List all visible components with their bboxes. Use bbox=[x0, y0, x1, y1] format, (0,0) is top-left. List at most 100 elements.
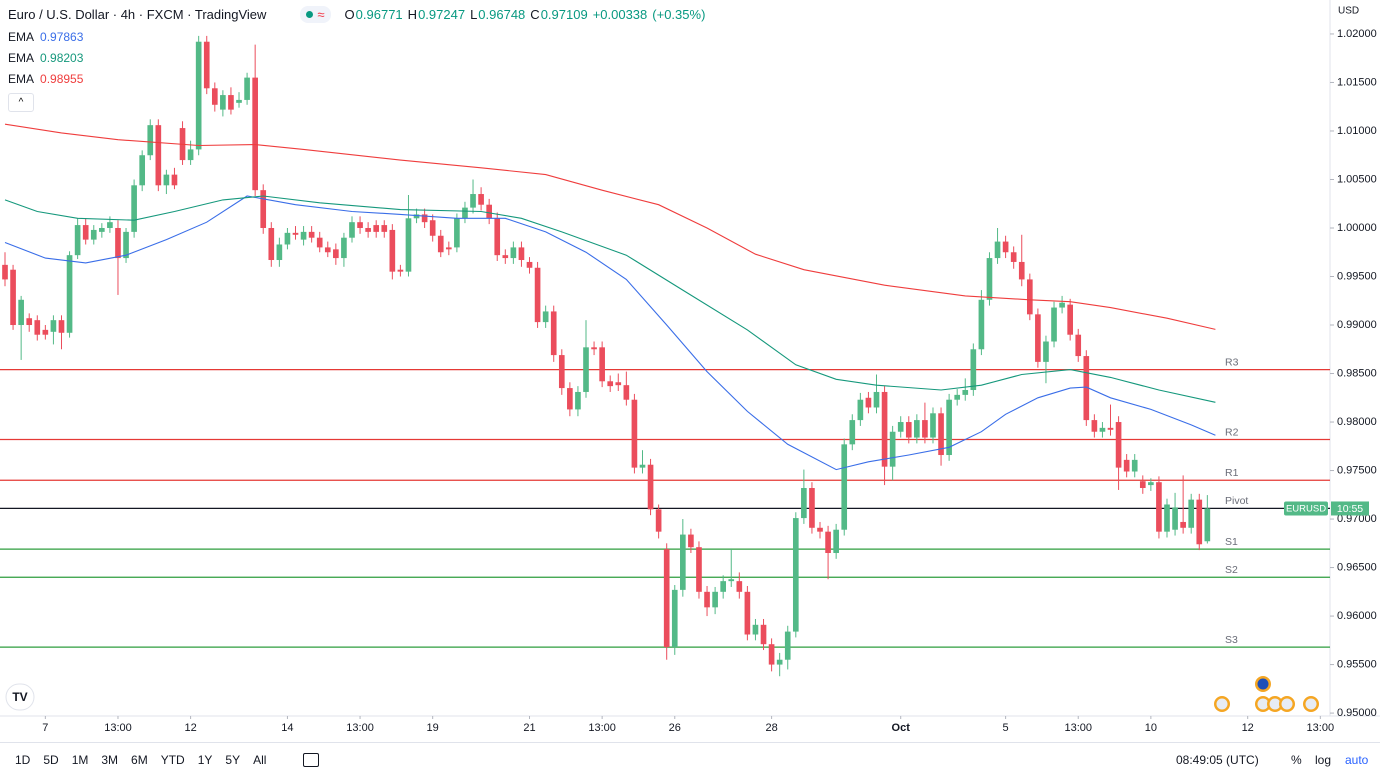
candle-body bbox=[720, 581, 727, 592]
date-range-icon[interactable] bbox=[303, 753, 320, 767]
candle-body bbox=[220, 95, 226, 110]
candle-body bbox=[1059, 302, 1065, 308]
candle-body bbox=[914, 420, 920, 438]
candle-body bbox=[817, 527, 823, 532]
x-tick-label: 13:00 bbox=[1064, 722, 1092, 734]
candle-body bbox=[897, 422, 904, 432]
candle-body bbox=[696, 547, 702, 592]
candle-body bbox=[623, 385, 630, 400]
range-button[interactable]: 5Y bbox=[225, 753, 241, 767]
ohlc-value: 0.96771 bbox=[355, 7, 403, 22]
ohlc-key: O bbox=[344, 7, 355, 22]
candle-body bbox=[712, 591, 718, 608]
candle-body bbox=[518, 247, 525, 261]
candle-body bbox=[631, 399, 638, 468]
range-button[interactable]: All bbox=[253, 753, 267, 767]
candle-body bbox=[849, 420, 856, 445]
svg-text:TV: TV bbox=[12, 690, 27, 704]
currency-label: USD bbox=[1338, 6, 1359, 17]
candle-body bbox=[454, 218, 460, 248]
ohlc-key: L bbox=[470, 7, 478, 22]
legend-name: EMA bbox=[8, 30, 35, 44]
candle-body bbox=[583, 347, 589, 392]
candle-body bbox=[1156, 482, 1162, 532]
candle-body bbox=[954, 394, 961, 400]
legend-row: EMA 0.97863 bbox=[8, 30, 89, 44]
candle-body bbox=[115, 227, 121, 259]
y-tick-label: 1.00000 bbox=[1337, 222, 1377, 234]
x-tick-label: 5 bbox=[1003, 722, 1009, 734]
candle-body bbox=[680, 534, 686, 590]
x-tick-label: 7 bbox=[42, 722, 48, 734]
y-tick-label: 0.99500 bbox=[1337, 270, 1377, 282]
candle-body bbox=[1123, 459, 1130, 472]
candle-body bbox=[1026, 279, 1033, 315]
event-icons bbox=[1214, 676, 1319, 712]
range-button[interactable]: 1Y bbox=[197, 753, 213, 767]
countdown-label: 10:55 bbox=[1337, 503, 1363, 515]
log-toggle[interactable]: log bbox=[1315, 753, 1332, 767]
candle-body bbox=[534, 267, 541, 323]
symbol-title: Euro / U.S. Dollar · 4h · FXCM · Trading… bbox=[8, 7, 267, 22]
candle-body bbox=[752, 624, 759, 635]
candle-body bbox=[365, 227, 371, 232]
range-button[interactable]: 5D bbox=[43, 753, 59, 767]
candle-body bbox=[1107, 427, 1114, 430]
candle-body bbox=[768, 644, 775, 665]
bottom-toolbar: 1D 5D 1M 3M 6M YTD 1Y 5Y All 08:49:05 (U… bbox=[0, 742, 1380, 776]
x-tick-label: 12 bbox=[184, 722, 196, 734]
y-tick-label: 0.98000 bbox=[1337, 416, 1377, 428]
ohlc-value: 0.96748 bbox=[478, 7, 526, 22]
candle-body bbox=[236, 99, 242, 103]
legend-name: EMA bbox=[8, 72, 35, 86]
x-tick-label: 13:00 bbox=[346, 722, 374, 734]
candle-body bbox=[1091, 420, 1098, 432]
candle-body bbox=[1067, 304, 1073, 335]
range-button[interactable]: YTD bbox=[160, 753, 185, 767]
candle-body bbox=[938, 413, 944, 456]
candle-body bbox=[187, 149, 194, 161]
candle-body bbox=[211, 88, 218, 105]
candle-body bbox=[1180, 521, 1186, 528]
candle-body bbox=[905, 422, 912, 438]
y-tick-label: 0.97000 bbox=[1337, 513, 1377, 525]
candle-body bbox=[1139, 481, 1146, 489]
candle-body bbox=[107, 222, 113, 228]
candle-body bbox=[18, 299, 24, 326]
candle-body bbox=[1002, 241, 1009, 253]
candle-body bbox=[841, 444, 848, 530]
range-button[interactable]: 1M bbox=[71, 753, 89, 767]
candle-body bbox=[462, 207, 468, 219]
auto-toggle[interactable]: auto bbox=[1345, 753, 1369, 767]
candle-body bbox=[1083, 356, 1090, 421]
legend-name: EMA bbox=[8, 51, 35, 65]
candle-body bbox=[647, 464, 654, 510]
candle-body bbox=[567, 388, 573, 410]
y-tick-label: 1.00500 bbox=[1337, 173, 1377, 185]
plot-area: R3 R2 R1 Pivot S1 S2 S3 bbox=[0, 35, 1330, 677]
candle-body bbox=[486, 204, 492, 219]
candle-body bbox=[825, 531, 831, 554]
candle-body bbox=[2, 264, 8, 280]
candle-body bbox=[58, 320, 65, 333]
candle-body bbox=[801, 488, 807, 519]
range-button[interactable]: 6M bbox=[131, 753, 148, 767]
candle-body bbox=[1115, 422, 1122, 468]
legend-row: EMA 0.98203 bbox=[8, 51, 89, 65]
legend-row: EMA 0.98955 bbox=[8, 72, 89, 86]
candle-body bbox=[1075, 334, 1082, 357]
candle-body bbox=[147, 125, 154, 156]
y-tick-label: 0.98500 bbox=[1337, 367, 1377, 379]
candle-body bbox=[1035, 314, 1041, 362]
collapse-button[interactable]: ^ bbox=[8, 93, 34, 112]
candle-body bbox=[1204, 508, 1211, 542]
range-button[interactable]: 1D bbox=[15, 753, 31, 767]
candle-body bbox=[268, 227, 275, 261]
candle-body bbox=[66, 255, 73, 333]
candle-body bbox=[833, 529, 839, 554]
percent-toggle[interactable]: % bbox=[1291, 753, 1302, 767]
candle-body bbox=[671, 589, 678, 648]
pivot-label: R3 bbox=[1225, 356, 1239, 368]
range-button[interactable]: 3M bbox=[101, 753, 119, 767]
